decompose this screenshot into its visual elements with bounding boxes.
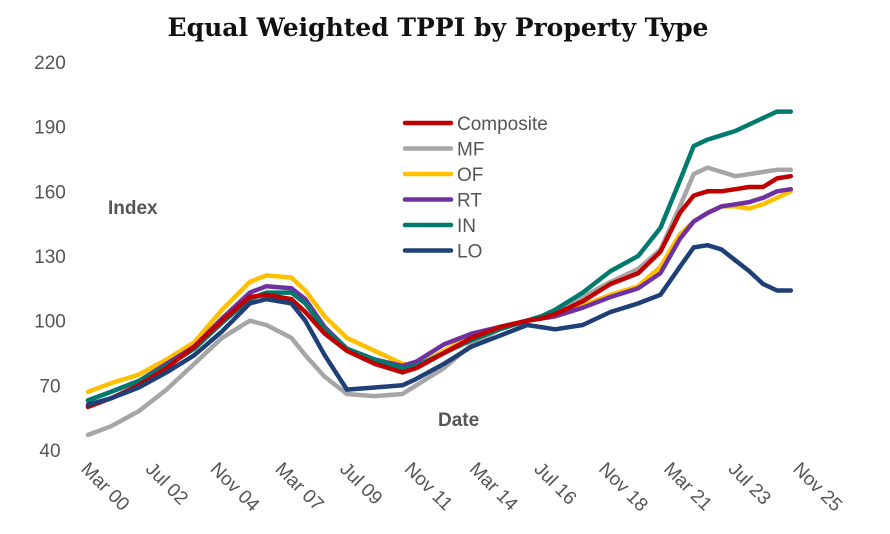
legend-label-in: IN	[457, 216, 476, 237]
x-tick-label: Jul 02	[141, 459, 192, 510]
x-tick-label: Nov 04	[206, 459, 264, 517]
y-tick-label: 190	[34, 118, 66, 139]
legend-label-lo: LO	[457, 242, 482, 263]
legend: Composite MF OF RT IN LO	[402, 114, 548, 263]
y-tick-label: 130	[34, 247, 66, 268]
y-tick-label: 220	[34, 53, 66, 74]
chart-title: Equal Weighted TPPI by Property Type	[168, 13, 709, 42]
x-tick-label: Mar 21	[659, 459, 716, 516]
y-tick-label: 100	[34, 312, 66, 333]
legend-label-rt: RT	[457, 191, 482, 212]
legend-label-mf: MF	[457, 140, 484, 161]
legend-label-of: OF	[457, 165, 483, 186]
series-line-composite	[85, 173, 794, 410]
x-tick-label: Jul 09	[335, 459, 386, 510]
x-tick-label: Jul 16	[530, 459, 581, 510]
x-tick-label: Jul 23	[724, 459, 775, 510]
x-tick-label: Mar 14	[465, 459, 522, 516]
x-tick-label: Nov 11	[400, 459, 456, 515]
y-tick-label: 40	[39, 441, 60, 462]
x-tick-label: Mar 00	[76, 459, 133, 516]
y-axis-ticks: 40 70 100 130 160 190 220	[34, 53, 66, 462]
series-line-lo	[85, 242, 794, 407]
y-tick-label: 70	[39, 376, 60, 397]
x-tick-label: Nov 18	[594, 459, 651, 516]
y-tick-label: 160	[34, 182, 66, 203]
x-tick-label: Nov 25	[788, 459, 845, 516]
series-lines	[85, 109, 794, 438]
legend-label-composite: Composite	[457, 114, 548, 135]
x-tick-label: Mar 07	[271, 459, 328, 516]
x-axis-label: Date	[438, 410, 479, 431]
x-axis-ticks: Mar 00 Jul 02 Nov 04 Mar 07 Jul 09 Nov 11 Mar …	[76, 459, 845, 517]
y-axis-label: Index	[108, 198, 158, 219]
